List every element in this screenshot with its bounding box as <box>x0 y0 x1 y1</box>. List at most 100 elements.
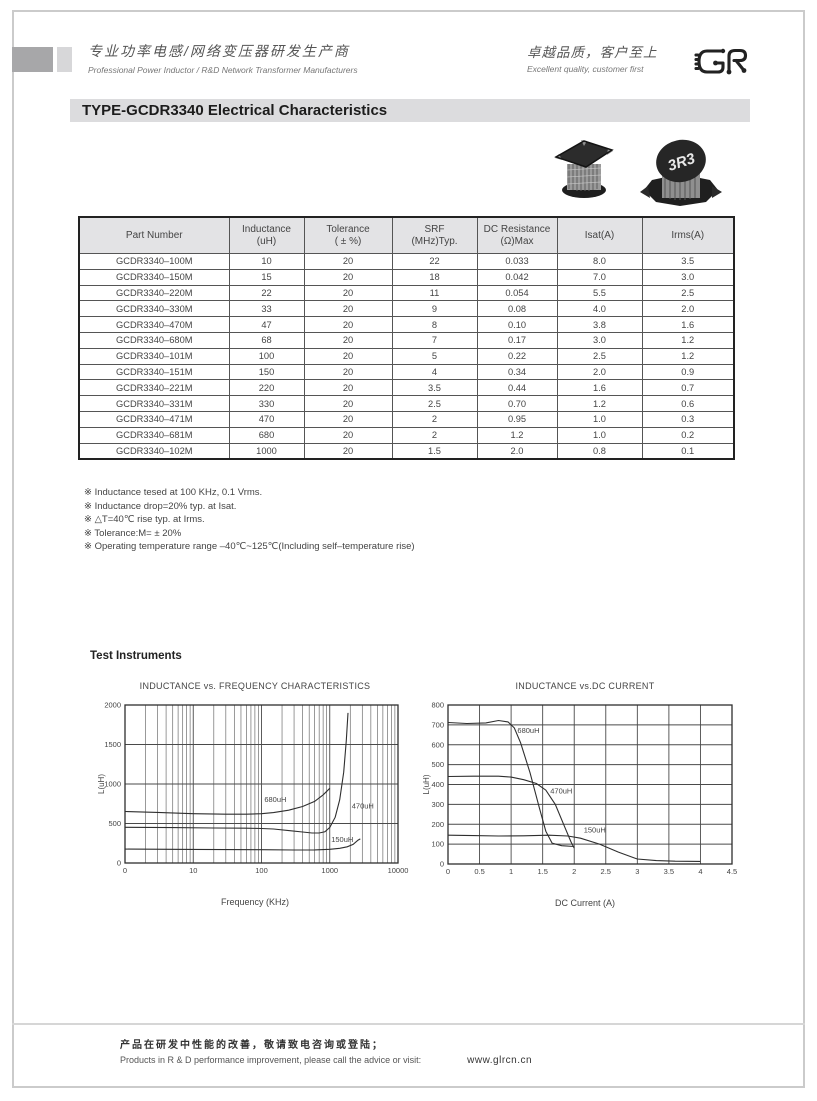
table-cell: 20 <box>303 379 393 397</box>
chart-inductance-vs-dc-current: INDUCTANCE vs.DC CURRENT 0 0.5 1 1.5 2 2.5 3 3.… <box>420 681 750 908</box>
table-cell: 20 <box>303 442 393 460</box>
note-line: ※ Tolerance:M= ± 20% <box>84 527 182 539</box>
note-line: ※ △T=40℃ rise typ. at Irms. <box>84 514 205 525</box>
series-label: 680uH <box>517 726 539 735</box>
table-cell: GCDR3340–331M <box>78 395 230 412</box>
table-cell: 1.2 <box>556 395 643 412</box>
footer-note-en: Products in R & D performance improvemen… <box>120 1055 422 1065</box>
table-cell: 20 <box>303 347 393 365</box>
table-cell: GCDR3340–151M <box>78 363 230 381</box>
table-cell: GCDR3340–221M <box>78 379 230 397</box>
table-cell: GCDR3340–100M <box>78 253 230 270</box>
table-cell: 3.8 <box>556 316 643 333</box>
table-cell: 0.8 <box>556 442 643 460</box>
svg-text:300: 300 <box>431 800 444 809</box>
svg-text:700: 700 <box>431 720 444 729</box>
table-cell: 20 <box>303 284 393 302</box>
svg-text:1000: 1000 <box>104 780 121 789</box>
table-cell: 0.3 <box>641 410 735 428</box>
table-cell: 18 <box>391 268 478 286</box>
table-cell: GCDR3340–101M <box>78 347 230 365</box>
company-slogan-right: 卓越品质，客户至上 Excellent quality, customer fi… <box>527 41 658 74</box>
note-line: ※ Operating temperature range –40℃~125℃(… <box>84 541 415 552</box>
table-cell: 1.2 <box>641 347 735 365</box>
table-cell: 220 <box>228 379 305 397</box>
table-cell: 20 <box>303 426 393 444</box>
svg-text:0: 0 <box>117 859 121 868</box>
spec-table-body: GCDR3340–100M 10 20 22 0.033 8.0 3.5 GCDR3340–1… <box>78 253 735 460</box>
svg-text:3.5: 3.5 <box>664 867 674 876</box>
table-cell: 0.1 <box>641 442 735 460</box>
table-cell: 0.34 <box>476 363 558 381</box>
table-cell: 100 <box>228 347 305 365</box>
table-row: GCDR3340–151M 150 20 4 0.34 2.0 0.9 <box>78 363 735 381</box>
table-row: GCDR3340–102M 1000 20 1.5 2.0 0.8 0.1 <box>78 442 735 460</box>
table-cell: 1.0 <box>556 410 643 428</box>
website-link[interactable]: www.glrcn.cn <box>467 1055 533 1066</box>
footer-divider <box>12 1023 805 1025</box>
table-cell: 2.0 <box>476 442 558 460</box>
slogan-zh: 专业功率电感/网络变压器研发生产商 <box>88 43 350 59</box>
table-row: GCDR3340–331M 330 20 2.5 0.70 1.2 0.6 <box>78 395 735 412</box>
svg-text:2: 2 <box>572 867 576 876</box>
table-cell: 1.6 <box>641 316 735 333</box>
table-cell: 0.042 <box>476 268 558 286</box>
table-cell: GCDR3340–330M <box>78 300 230 318</box>
svg-text:2.5: 2.5 <box>601 867 611 876</box>
series-470uH <box>124 712 349 834</box>
svg-text:2000: 2000 <box>104 701 121 710</box>
table-cell: 11 <box>391 284 478 302</box>
table-cell: 0.70 <box>476 395 558 412</box>
chart-title: INDUCTANCE vs. FREQUENCY CHARACTERISTICS <box>139 681 371 691</box>
table-cell: 33 <box>228 300 305 318</box>
table-cell: 1.6 <box>556 379 643 397</box>
table-cell: 3.0 <box>556 331 643 349</box>
table-row: GCDR3340–221M 220 20 3.5 0.44 1.6 0.7 <box>78 379 735 397</box>
table-cell: 20 <box>303 300 393 318</box>
table-cell: 20 <box>303 268 393 286</box>
chart-y-axis-label: L(uH) <box>422 774 431 794</box>
table-cell: 22 <box>228 284 305 302</box>
page-title: TYPE-GCDR3340 Electrical Characteristics <box>70 99 750 122</box>
table-cell: 1000 <box>228 442 305 460</box>
table-cell: 7.0 <box>556 268 643 286</box>
table-cell: 68 <box>228 331 305 349</box>
product-photo-side-view <box>550 134 620 209</box>
chart-plot-area: 0 10 100 1000 10000 0 500 1000 1500 2000 680uH 470u… <box>97 701 409 876</box>
electrical-characteristics-table: Part Number Inductance (uH) Tolerance ( ± … <box>78 216 735 461</box>
svg-text:10: 10 <box>189 866 197 875</box>
svg-text:3: 3 <box>635 867 639 876</box>
table-cell: 20 <box>303 410 393 428</box>
column-header: DC Resistance (Ω)Max <box>476 216 558 254</box>
series-label: 150uH <box>331 835 353 844</box>
table-cell: 0.44 <box>476 379 558 397</box>
column-header: Isat(A) <box>556 216 643 254</box>
table-cell: 0.9 <box>641 363 735 381</box>
footer-note-zh: 产品在研发中性能的改善，敬请致电咨询或登陆； <box>120 1040 384 1051</box>
svg-text:500: 500 <box>108 819 121 828</box>
table-cell: 10 <box>228 253 305 270</box>
table-cell: 2.5 <box>641 284 735 302</box>
svg-text:400: 400 <box>431 780 444 789</box>
note-line: ※ Inductance tesed at 100 KHz, 0.1 Vrms. <box>84 487 263 498</box>
table-cell: 0.95 <box>476 410 558 428</box>
svg-text:10000: 10000 <box>388 866 409 875</box>
header-square-dark <box>12 47 53 72</box>
column-header: SRF (MHz)Typ. <box>391 216 478 254</box>
svg-text:0: 0 <box>446 867 450 876</box>
svg-text:100: 100 <box>255 866 268 875</box>
svg-text:600: 600 <box>431 740 444 749</box>
slogan-zh: 卓越品质，客户至上 <box>527 45 658 60</box>
table-row: GCDR3340–150M 15 20 18 0.042 7.0 3.0 <box>78 268 735 286</box>
table-row: GCDR3340–220M 22 20 11 0.054 5.5 2.5 <box>78 284 735 302</box>
section-title-test-instruments: Test Instruments <box>90 650 182 662</box>
table-cell: GCDR3340–220M <box>78 284 230 302</box>
series-label: 680uH <box>264 795 286 804</box>
table-cell: 2.0 <box>641 300 735 318</box>
svg-text:200: 200 <box>431 820 444 829</box>
table-cell: 22 <box>391 253 478 270</box>
table-row: GCDR3340–680M 68 20 7 0.17 3.0 1.2 <box>78 331 735 349</box>
column-header: Irms(A) <box>641 216 735 254</box>
svg-text:0: 0 <box>440 860 444 869</box>
